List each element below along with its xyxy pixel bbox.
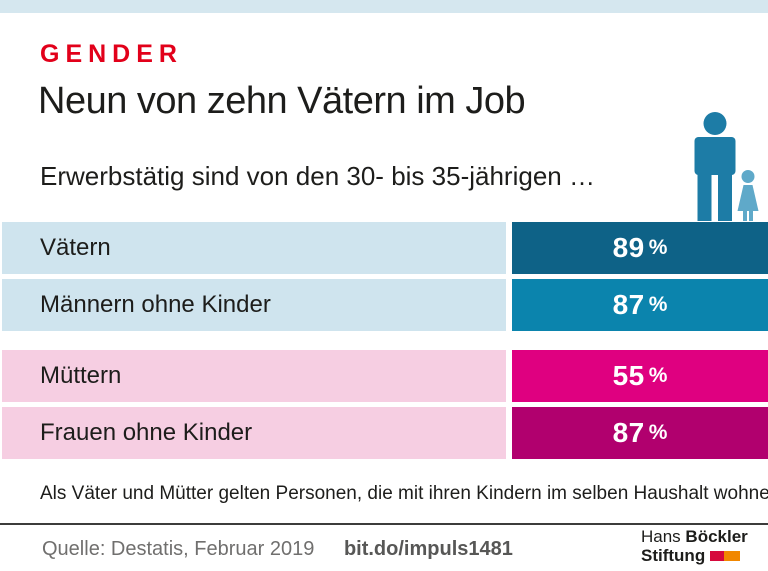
page-subtitle: Erwerbstätig sind von den 30- bis 35-jäh…	[40, 161, 595, 191]
row-label: Vätern	[40, 234, 111, 261]
chart-row-frauen-ohne-kinder: Frauen ohne Kinder 87 %	[2, 407, 768, 459]
value-bar: 55 %	[512, 350, 768, 402]
logo-text-hans: Hans	[641, 527, 686, 546]
row-label: Müttern	[40, 362, 122, 389]
page-title: Neun von zehn Vätern im Job	[38, 80, 526, 122]
source-link[interactable]: bit.do/impuls1481	[343, 538, 513, 560]
footer-divider	[0, 523, 768, 525]
row-label: Männern ohne Kinder	[40, 291, 271, 318]
row-label-cell: Vätern	[2, 222, 506, 274]
logo-text-boeckler: Böckler	[685, 527, 748, 546]
row-unit: %	[648, 236, 668, 259]
father-icon	[694, 112, 736, 221]
logo-line-1: Hans Böckler	[641, 527, 748, 546]
logo-orange-square-icon	[724, 551, 741, 561]
logo-red-square-icon	[710, 551, 725, 561]
row-unit: %	[648, 421, 668, 444]
value-bar: 87 %	[512, 407, 768, 459]
row-label: Frauen ohne Kinder	[40, 419, 253, 446]
value-bar: 89 %	[512, 222, 768, 274]
hans-boeckler-stiftung-logo: Hans Böckler Stiftung	[641, 527, 748, 565]
row-value: 55	[612, 360, 645, 391]
row-label-cell: Müttern	[2, 350, 506, 402]
logo-line-2: Stiftung	[641, 546, 748, 565]
child-icon	[737, 170, 759, 221]
row-label-cell: Frauen ohne Kinder	[2, 407, 506, 459]
row-label-cell: Männern ohne Kinder	[2, 279, 506, 331]
father-and-child-icon	[694, 112, 759, 221]
chart-row-maenner-ohne-kinder: Männern ohne Kinder 87 %	[2, 279, 768, 331]
source-line: Quelle: Destatis, Februar 2019 bit.do/im…	[42, 538, 513, 561]
chart-row-vaetern: Vätern 89 %	[2, 222, 768, 274]
logo-mark	[710, 546, 741, 561]
row-value: 87	[612, 417, 645, 448]
source-text: Quelle: Destatis, Februar 2019	[42, 538, 315, 560]
row-unit: %	[648, 293, 668, 316]
chart-row-muettern: Müttern 55 %	[2, 350, 768, 402]
row-value: 87	[612, 289, 645, 320]
top-accent-bar	[0, 0, 768, 13]
row-value: 89	[612, 232, 645, 263]
logo-text-stiftung: Stiftung	[641, 546, 706, 565]
footnote: Als Väter und Mütter gelten Personen, di…	[40, 483, 768, 504]
value-bar: 87 %	[512, 279, 768, 331]
row-unit: %	[648, 364, 668, 387]
kicker-label: GENDER	[40, 40, 183, 68]
